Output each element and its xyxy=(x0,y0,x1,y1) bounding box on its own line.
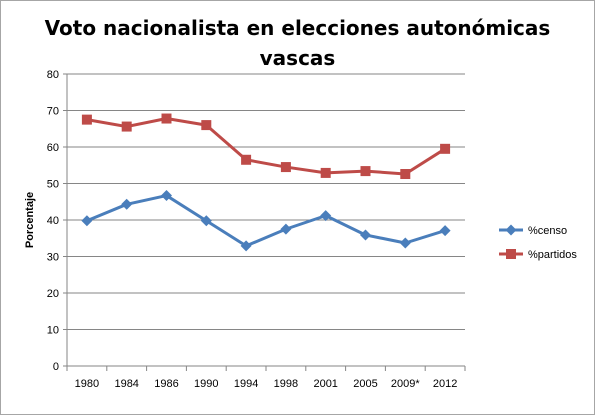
axes xyxy=(63,73,466,371)
series-line xyxy=(86,117,446,176)
data-point xyxy=(360,229,371,241)
series-group xyxy=(81,113,451,252)
data-point xyxy=(81,215,93,227)
data-point xyxy=(121,121,132,132)
data-point xyxy=(439,225,451,237)
data-point xyxy=(81,114,92,125)
y-tick-label: 20 xyxy=(47,288,59,300)
data-point xyxy=(320,167,331,178)
x-tick-label: 2005 xyxy=(353,378,377,390)
series-line xyxy=(86,194,446,248)
y-axis-label: Porcentaje xyxy=(24,192,36,248)
y-tick-label: 30 xyxy=(47,252,59,264)
chart-title: Voto nacionalista en elecciones autonómi… xyxy=(0,13,595,73)
x-tick-label: 1994 xyxy=(234,378,258,390)
data-point xyxy=(399,237,411,249)
data-point xyxy=(360,166,371,177)
data-point xyxy=(400,169,411,180)
legend-swatch-marker xyxy=(505,224,517,236)
data-point xyxy=(121,198,133,210)
legend-label: %censo xyxy=(528,225,567,237)
x-tick-label: 1998 xyxy=(274,378,298,390)
x-tick-label: 1980 xyxy=(75,378,99,390)
x-tick-label: 1984 xyxy=(114,378,138,390)
series-censo xyxy=(81,190,451,252)
legend-item: %censo xyxy=(499,224,567,237)
y-tick-labels: 0 10 20 30 40 50 60 70 80 xyxy=(47,69,59,373)
y-tick-label: 60 xyxy=(47,142,59,154)
y-tick-label: 0 xyxy=(53,361,59,373)
grid-lines xyxy=(67,73,465,330)
x-tick-label: 1986 xyxy=(154,378,178,390)
y-tick-label: 10 xyxy=(47,325,59,337)
legend-label: %partidos xyxy=(528,249,577,261)
data-point xyxy=(241,154,252,165)
data-point xyxy=(201,120,212,131)
data-point xyxy=(440,143,451,154)
y-tick-label: 70 xyxy=(47,106,59,118)
x-tick-label: 2009* xyxy=(391,378,420,390)
x-tick-label: 1990 xyxy=(194,378,218,390)
x-tick-label: 2012 xyxy=(433,378,457,390)
legend-swatch-marker xyxy=(506,249,516,259)
data-point xyxy=(240,240,252,252)
data-point xyxy=(161,113,172,124)
data-point xyxy=(161,190,172,202)
chart-title-line-1: Voto nacionalista en elecciones autonómi… xyxy=(44,16,551,40)
legend: %censo %partidos xyxy=(499,224,577,261)
y-tick-label: 50 xyxy=(47,179,59,191)
data-point xyxy=(200,215,212,227)
data-point xyxy=(280,223,292,235)
data-point xyxy=(280,162,291,173)
legend-item: %partidos xyxy=(499,249,577,261)
x-tick-label: 2001 xyxy=(313,378,337,390)
series-partidos xyxy=(81,113,451,180)
data-point xyxy=(320,210,332,222)
y-tick-label: 40 xyxy=(47,215,59,227)
x-tick-labels: 1980 1984 1986 1990 1994 1998 2001 2005 2009* 201… xyxy=(75,378,458,390)
y-tick-label: 80 xyxy=(47,69,59,81)
chart-title-line-2: vascas xyxy=(259,46,336,70)
